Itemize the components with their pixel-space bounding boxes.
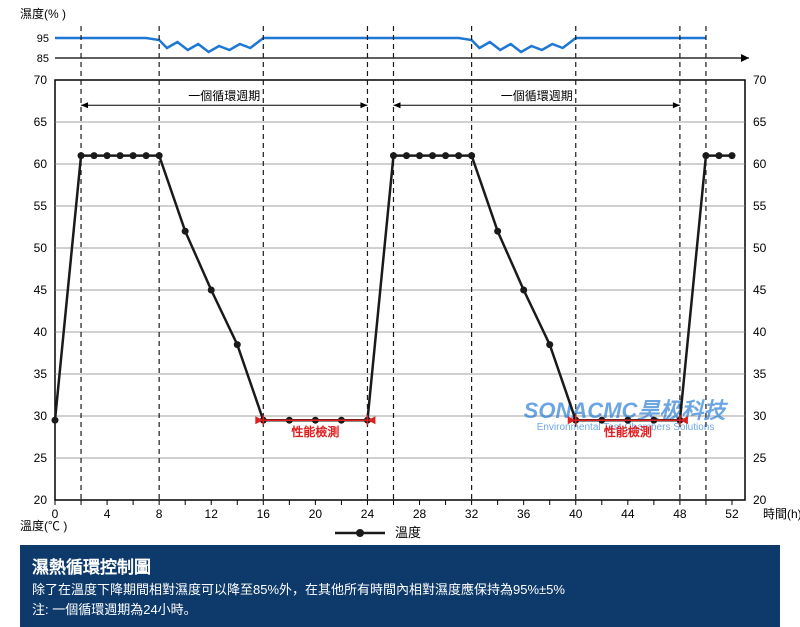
svg-text:24: 24 [361,507,375,521]
svg-text:60: 60 [34,157,48,171]
svg-text:55: 55 [34,199,48,213]
svg-text:30: 30 [753,409,767,423]
svg-text:性能檢測: 性能檢測 [603,424,652,439]
svg-text:4: 4 [104,507,111,521]
svg-text:70: 70 [753,73,767,87]
svg-text:溫度: 溫度 [395,525,421,540]
svg-text:50: 50 [34,241,48,255]
svg-text:25: 25 [34,451,48,465]
svg-text:30: 30 [34,409,48,423]
svg-text:52: 52 [725,507,739,521]
svg-text:55: 55 [753,199,767,213]
svg-text:20: 20 [309,507,323,521]
svg-text:65: 65 [753,115,767,129]
svg-text:65: 65 [34,115,48,129]
svg-text:36: 36 [517,507,531,521]
svg-text:60: 60 [753,157,767,171]
svg-text:12: 12 [205,507,219,521]
svg-text:45: 45 [34,283,48,297]
svg-text:20: 20 [34,493,48,507]
svg-text:時間(h): 時間(h) [763,507,800,521]
svg-text:40: 40 [753,325,767,339]
svg-text:70: 70 [34,73,48,87]
svg-text:35: 35 [753,367,767,381]
chart-stage: 濕度(% ) 85 95 20 20 25 25 30 30 35 35 40 40 45 45 50 50 55… [0,0,800,626]
svg-text:20: 20 [753,493,767,507]
svg-text:8: 8 [156,507,163,521]
svg-text:32: 32 [465,507,479,521]
svg-text:一個循環週期: 一個循環週期 [188,89,260,103]
svg-text:40: 40 [569,507,583,521]
svg-text:性能檢測: 性能檢測 [290,424,339,439]
footer-title: 濕熱循環控制圖 [32,553,768,578]
svg-text:48: 48 [673,507,687,521]
svg-text:44: 44 [621,507,635,521]
svg-text:溫度(℃ ): 溫度(℃ ) [20,518,67,533]
svg-text:35: 35 [34,367,48,381]
footer-line-1: 除了在溫度下降期間相對濕度可以降至85%外，在其他所有時間內相對濕度應保持為95… [32,580,768,600]
svg-text:95: 95 [37,33,49,45]
svg-text:50: 50 [753,241,767,255]
footer-line-2: 注: 一個循環週期為24小時。 [32,600,768,620]
svg-text:16: 16 [257,507,271,521]
svg-text:濕度(% ): 濕度(% ) [20,6,66,21]
svg-text:28: 28 [413,507,427,521]
svg-text:85: 85 [37,53,49,65]
svg-text:一個循環週期: 一個循環週期 [501,89,573,103]
chart-svg: 濕度(% ) 85 95 20 20 25 25 30 30 35 35 40 40 45 45 50 50 55… [0,0,800,626]
svg-text:45: 45 [753,283,767,297]
footer-box: 濕熱循環控制圖 除了在溫度下降期間相對濕度可以降至85%外，在其他所有時間內相對… [20,545,780,627]
svg-text:25: 25 [753,451,767,465]
svg-text:40: 40 [34,325,48,339]
